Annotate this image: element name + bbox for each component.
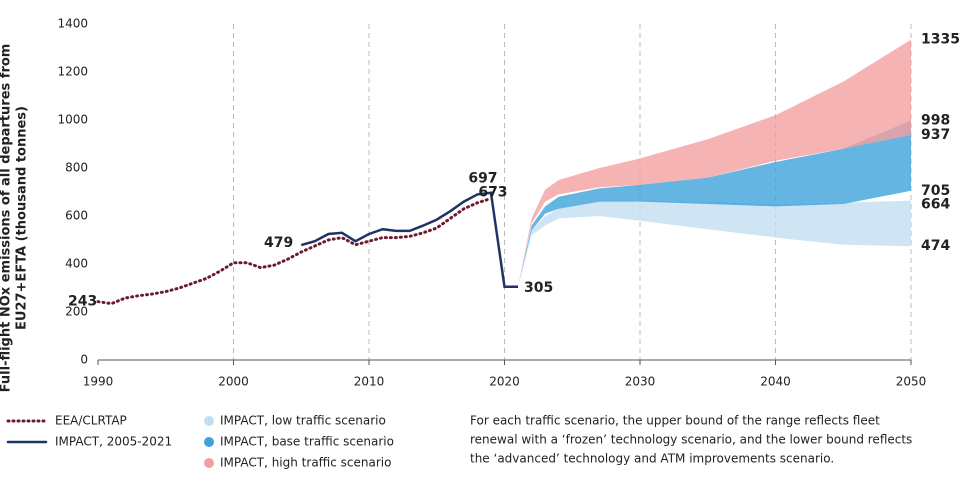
value-label: 937 — [921, 127, 950, 143]
x-tick-label: 2040 — [760, 375, 791, 389]
y-tick-label: 400 — [65, 257, 88, 271]
value-label: 243 — [68, 294, 97, 310]
legend-label: IMPACT, high traffic scenario — [220, 456, 391, 470]
line — [96, 196, 493, 306]
value-label: 305 — [524, 280, 553, 296]
value-label: 664 — [921, 197, 950, 213]
value-label: 474 — [921, 238, 950, 254]
legend-swatch — [204, 437, 214, 447]
value-label: 1335 — [921, 32, 960, 48]
x-tick-label: 2010 — [354, 375, 385, 389]
y-tick-label: 1000 — [57, 113, 88, 127]
legend-label: IMPACT, 2005-2021 — [55, 435, 172, 449]
x-tick-label: 2050 — [896, 375, 927, 389]
legend-label: EEA/CLRTAP — [55, 414, 127, 428]
x-tick-label: 1990 — [83, 375, 114, 389]
value-label: 697 — [468, 171, 497, 187]
y-axis-label: Full-flight NOx emissions of all departu… — [0, 44, 14, 393]
y-tick-label: 200 — [65, 305, 88, 319]
y-tick-label: 1400 — [57, 17, 88, 31]
note: For each traffic scenario, the upper bou… — [470, 414, 880, 428]
value-label: 998 — [921, 112, 950, 128]
y-tick-label: 600 — [65, 209, 88, 223]
legend-swatch — [204, 458, 214, 468]
scenario-band — [518, 120, 911, 287]
legend-label: IMPACT, low traffic scenario — [220, 414, 386, 428]
value-label: 705 — [921, 183, 950, 199]
x-tick-label: 2030 — [625, 375, 656, 389]
y-tick-label: 800 — [65, 161, 88, 175]
y-tick-label: 1200 — [57, 65, 88, 79]
value-label: 479 — [264, 235, 293, 251]
note: the ‘advanced’ technology and ATM improv… — [470, 452, 834, 466]
x-tick-label: 2020 — [489, 375, 520, 389]
scenario-band — [518, 200, 911, 287]
scenario-band — [518, 39, 911, 287]
legend-label: IMPACT, base traffic scenario — [220, 435, 394, 449]
x-tick-label: 2000 — [218, 375, 249, 389]
line — [300, 191, 519, 289]
value-label: 673 — [478, 184, 507, 200]
y-tick-label: 0 — [80, 353, 88, 367]
y-axis-label: EU27+EFTA (thousand tonnes) — [15, 106, 30, 330]
legend-swatch — [204, 416, 214, 426]
note: renewal with a ‘frozen’ technology scena… — [470, 433, 912, 447]
